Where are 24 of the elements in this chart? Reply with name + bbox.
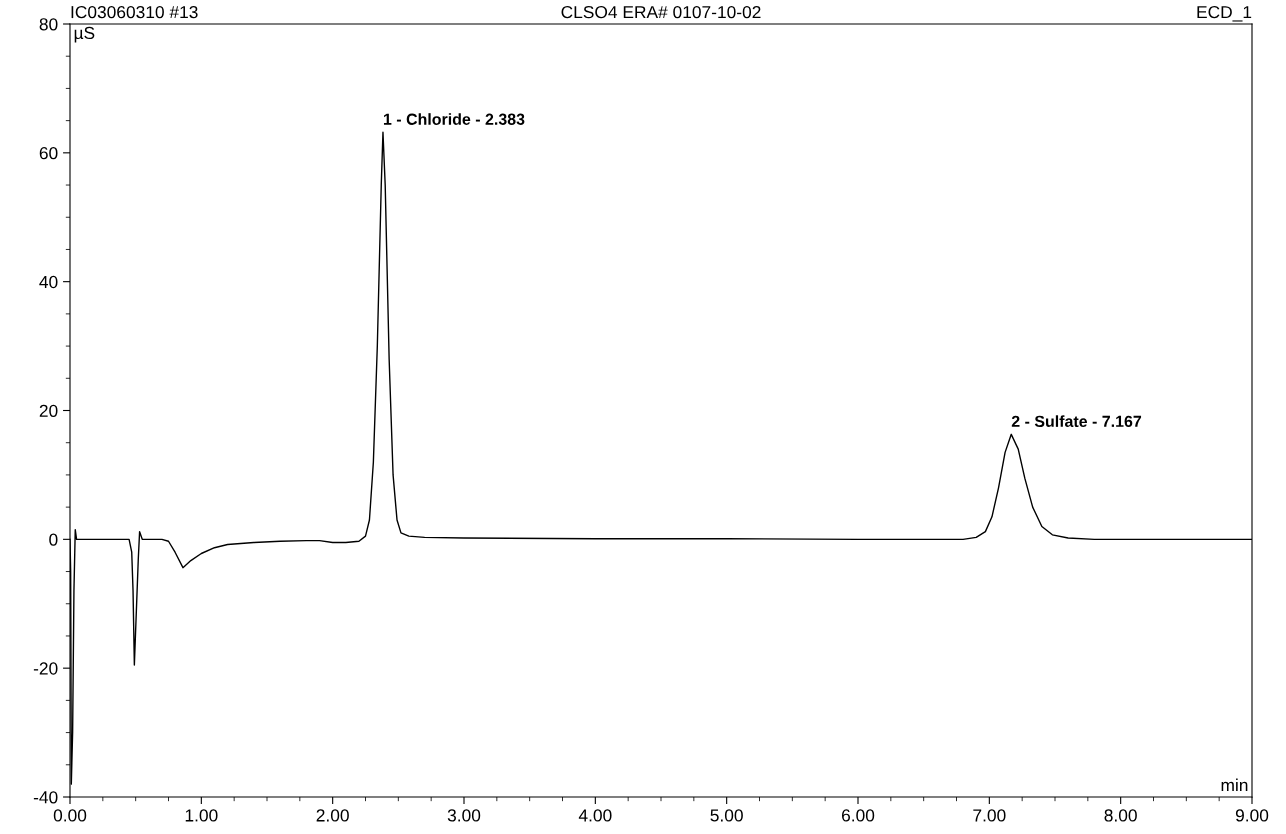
y-tick-label: 20 bbox=[39, 404, 58, 417]
x-tick-label: 3.00 bbox=[447, 809, 481, 822]
x-tick-label: 5.00 bbox=[710, 809, 743, 822]
y-tick-label: 0 bbox=[49, 533, 58, 546]
x-tick-label: 7.00 bbox=[973, 809, 1006, 822]
x-tick-label: 4.00 bbox=[578, 809, 612, 822]
x-tick-label: 8.00 bbox=[1104, 809, 1137, 822]
y-tick-label: 40 bbox=[39, 275, 58, 289]
annotation: 1 - Chloride - 2.383 bbox=[383, 113, 525, 125]
x-tick-label: 6.00 bbox=[841, 809, 875, 822]
y-tick-label: -20 bbox=[33, 662, 58, 675]
y-axis-title: µS bbox=[74, 26, 95, 43]
x-tick-label: 1.00 bbox=[185, 809, 218, 822]
y-tick-label: 60 bbox=[39, 147, 58, 160]
annotation: 2 - Sulfate - 7.167 bbox=[1011, 415, 1142, 428]
text: ECD_1 bbox=[1197, 5, 1252, 22]
y-tick-label: -40 bbox=[33, 791, 58, 804]
x-axis-title: min bbox=[1221, 778, 1248, 792]
x-tick-label: 0.00 bbox=[53, 809, 87, 822]
chart-title: CLSO4 ERA# 0107-10-02 bbox=[561, 5, 761, 19]
x-tick-label: 2.00 bbox=[316, 809, 349, 822]
y-tick-label: 80 bbox=[39, 18, 58, 31]
x-tick-label: 9.00 bbox=[1235, 809, 1269, 822]
text: IC03060310 #13 bbox=[71, 5, 198, 19]
